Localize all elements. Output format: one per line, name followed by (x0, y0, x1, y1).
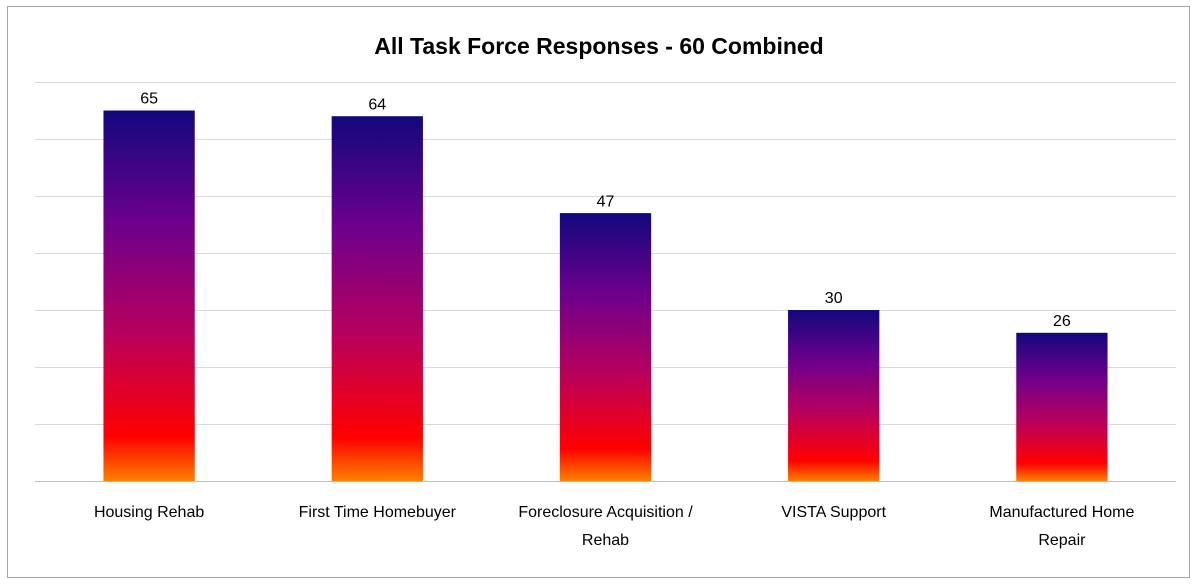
x-tick-label: Manufactured Home Repair (989, 504, 1134, 549)
value-label: 26 (1053, 313, 1071, 330)
x-tick-label: First Time Homebuyer (299, 504, 457, 521)
x-tick-label: Foreclosure Acquisition / Rehab (518, 504, 693, 549)
chart-title: All Task Force Responses - 60 Combined (374, 33, 823, 59)
value-label: 64 (368, 96, 386, 113)
bar (788, 310, 880, 481)
x-tick-label: Housing Rehab (94, 504, 204, 521)
bar (559, 213, 652, 481)
x-tick-label: VISTA Support (781, 504, 886, 521)
value-label: 47 (597, 193, 615, 210)
bar (331, 116, 423, 481)
value-label: 30 (825, 290, 843, 307)
bar (1016, 332, 1108, 481)
value-label: 65 (140, 91, 158, 108)
bar (103, 110, 195, 481)
